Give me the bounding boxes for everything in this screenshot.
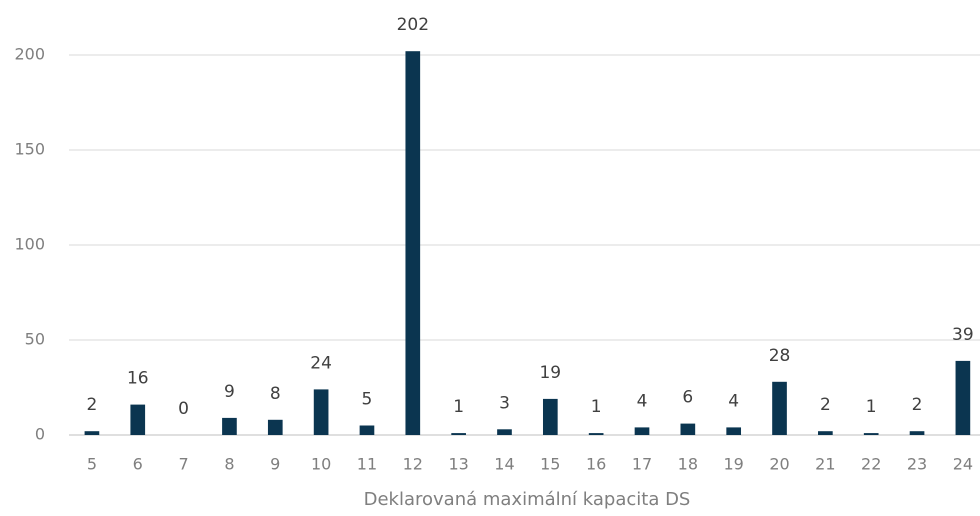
y-tick-label: 150 bbox=[14, 140, 45, 159]
bar bbox=[588, 433, 604, 435]
data-label: 2 bbox=[87, 395, 98, 415]
bar bbox=[634, 427, 650, 435]
x-tick-label: 18 bbox=[678, 455, 698, 474]
data-label: 4 bbox=[728, 391, 739, 411]
data-label: 19 bbox=[539, 363, 561, 383]
x-tick-label: 17 bbox=[632, 455, 652, 474]
x-tick-label: 15 bbox=[540, 455, 560, 474]
x-tick-label: 14 bbox=[494, 455, 514, 474]
bar bbox=[726, 427, 742, 435]
data-label: 5 bbox=[362, 390, 373, 410]
data-label: 0 bbox=[178, 399, 189, 419]
y-tick-label: 200 bbox=[14, 45, 45, 64]
data-label: 24 bbox=[310, 353, 332, 373]
x-tick-label: 12 bbox=[403, 455, 423, 474]
data-label: 9 bbox=[224, 382, 235, 402]
bar bbox=[909, 431, 925, 435]
data-label: 1 bbox=[591, 397, 602, 417]
data-label: 6 bbox=[682, 388, 693, 408]
bar bbox=[680, 423, 696, 435]
x-tick-label: 20 bbox=[769, 455, 789, 474]
bar bbox=[313, 389, 329, 435]
x-tick-label: 24 bbox=[953, 455, 973, 474]
data-label: 2 bbox=[912, 395, 923, 415]
bar bbox=[818, 431, 833, 435]
y-tick-label: 100 bbox=[14, 235, 45, 254]
data-label: 16 bbox=[127, 369, 149, 389]
x-tick-label: 10 bbox=[311, 455, 331, 474]
bar bbox=[955, 360, 971, 435]
x-tick-label: 6 bbox=[133, 455, 143, 474]
y-tick-label: 50 bbox=[25, 330, 45, 349]
x-tick-label: 21 bbox=[815, 455, 835, 474]
bar bbox=[497, 429, 512, 435]
bar bbox=[772, 381, 787, 435]
data-label: 2 bbox=[820, 395, 831, 415]
x-tick-label: 13 bbox=[448, 455, 468, 474]
data-label: 8 bbox=[270, 384, 281, 404]
bar bbox=[542, 398, 558, 435]
bar bbox=[222, 417, 237, 435]
x-axis-label: Deklarovaná maximální kapacita DS bbox=[364, 489, 691, 510]
bar bbox=[451, 433, 466, 435]
x-tick-label: 5 bbox=[87, 455, 97, 474]
x-tick-label: 23 bbox=[907, 455, 927, 474]
bar bbox=[267, 419, 283, 435]
x-tick-label: 11 bbox=[357, 455, 377, 474]
x-tick-label: 19 bbox=[724, 455, 744, 474]
data-label: 1 bbox=[866, 397, 877, 417]
data-label: 39 bbox=[952, 325, 974, 345]
data-label: 28 bbox=[769, 346, 791, 366]
data-label: 4 bbox=[637, 391, 648, 411]
bar bbox=[405, 51, 421, 435]
bar bbox=[130, 404, 146, 435]
data-label: 3 bbox=[499, 393, 510, 413]
x-tick-label: 7 bbox=[179, 455, 189, 474]
bar bbox=[359, 425, 375, 435]
data-label: 1 bbox=[453, 397, 464, 417]
x-tick-label: 16 bbox=[586, 455, 606, 474]
x-tick-label: 8 bbox=[224, 455, 234, 474]
data-label: 202 bbox=[397, 15, 429, 35]
bar bbox=[863, 433, 879, 435]
y-tick-label: 0 bbox=[35, 425, 45, 444]
bar bbox=[84, 431, 100, 435]
x-tick-label: 9 bbox=[270, 455, 280, 474]
x-tick-label: 22 bbox=[861, 455, 881, 474]
